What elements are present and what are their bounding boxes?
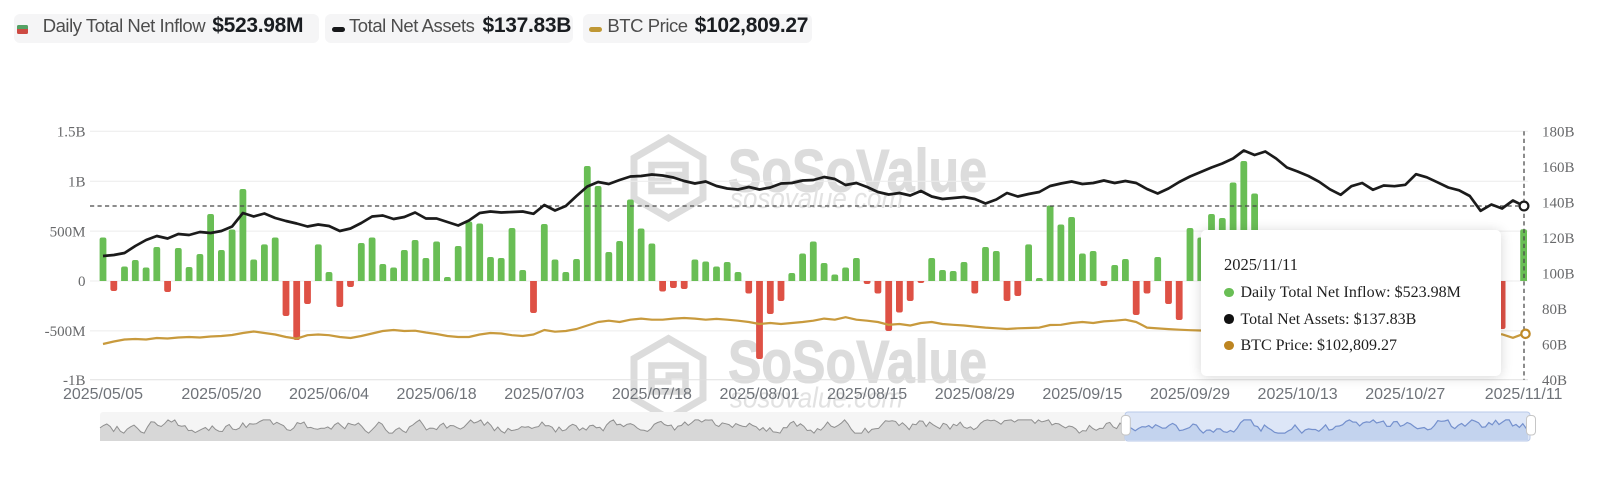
svg-text:2025/11/11: 2025/11/11: [1485, 386, 1563, 403]
svg-text:2025/09/29: 2025/09/29: [1150, 386, 1230, 403]
svg-text:60B: 60B: [1542, 338, 1567, 354]
svg-text:2025/08/01: 2025/08/01: [719, 386, 799, 403]
svg-text:2025/10/27: 2025/10/27: [1365, 386, 1445, 403]
svg-text:2025/08/15: 2025/08/15: [827, 386, 907, 403]
svg-text:2025/09/15: 2025/09/15: [1042, 386, 1122, 403]
svg-text:SoSoValue: SoSoValue: [728, 328, 987, 395]
svg-text:sosovalue.com: sosovalue.com: [730, 383, 903, 415]
svg-text:2025/10/13: 2025/10/13: [1258, 386, 1338, 403]
svg-text:140B: 140B: [1542, 196, 1575, 212]
svg-text:2025/06/18: 2025/06/18: [397, 386, 477, 403]
svg-text:100B: 100B: [1542, 267, 1575, 283]
svg-text:2025/07/18: 2025/07/18: [612, 386, 692, 403]
svg-text:1.5B: 1.5B: [57, 125, 86, 141]
svg-text:-1B: -1B: [63, 373, 86, 389]
svg-text:180B: 180B: [1542, 125, 1575, 141]
svg-text:2025/05/20: 2025/05/20: [181, 386, 261, 403]
svg-text:2025/08/29: 2025/08/29: [935, 386, 1015, 403]
svg-text:2025/06/04: 2025/06/04: [289, 386, 369, 403]
svg-text:160B: 160B: [1542, 160, 1575, 176]
svg-text:2025/07/03: 2025/07/03: [504, 386, 584, 403]
svg-text:0: 0: [78, 274, 86, 290]
svg-text:500M: 500M: [50, 224, 86, 240]
svg-text:1B: 1B: [68, 174, 86, 190]
svg-text:2025/05/05: 2025/05/05: [63, 386, 143, 403]
svg-text:120B: 120B: [1542, 231, 1575, 247]
svg-text:-500M: -500M: [45, 324, 86, 340]
svg-text:40B: 40B: [1542, 373, 1567, 389]
svg-text:80B: 80B: [1542, 302, 1567, 318]
svg-text:SoSoValue: SoSoValue: [728, 138, 987, 205]
